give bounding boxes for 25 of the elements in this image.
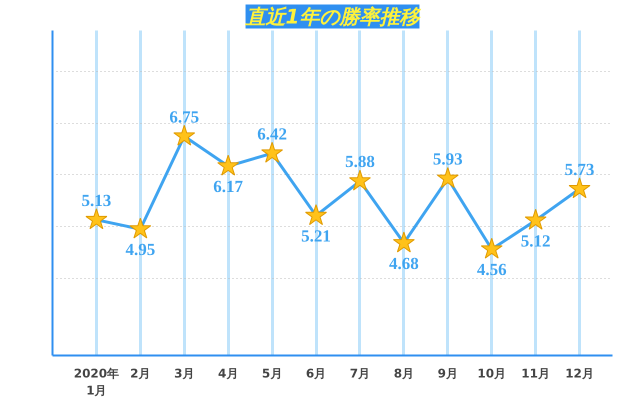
data-label: 5.12 xyxy=(520,231,551,250)
data-label: 4.68 xyxy=(389,254,419,274)
x-tick-label: 10月 xyxy=(477,366,506,380)
x-tick-label: 11月 xyxy=(521,366,550,380)
data-label: 6.17 xyxy=(213,177,244,196)
data-label: 5.88 xyxy=(345,152,375,172)
data-label: 6.75 xyxy=(169,107,200,126)
x-tick-label: 2月 xyxy=(130,366,151,380)
x-tick-label: 8月 xyxy=(394,366,414,380)
x-tick-label: 12月 xyxy=(565,366,594,380)
data-label: 4.95 xyxy=(125,240,156,260)
x-tick-label: 7月 xyxy=(350,366,370,380)
x-tick-label: 3月 xyxy=(174,366,194,380)
x-tick-label: 4月 xyxy=(218,366,238,380)
x-tick-label: 5月 xyxy=(262,366,282,380)
data-label: 5.13 xyxy=(82,190,112,210)
data-label: 5.73 xyxy=(564,160,594,179)
data-label: 5.21 xyxy=(301,226,331,246)
data-label: 6.42 xyxy=(257,124,287,144)
data-label: 5.93 xyxy=(432,150,463,169)
x-tick-label: 6月 xyxy=(306,366,326,380)
x-tick-label: 2020年 1月 xyxy=(74,366,120,398)
data-label: 4.56 xyxy=(476,260,507,280)
chart-title: 直近1年の勝率推移 xyxy=(244,4,422,28)
x-tick-label: 9月 xyxy=(438,366,458,380)
